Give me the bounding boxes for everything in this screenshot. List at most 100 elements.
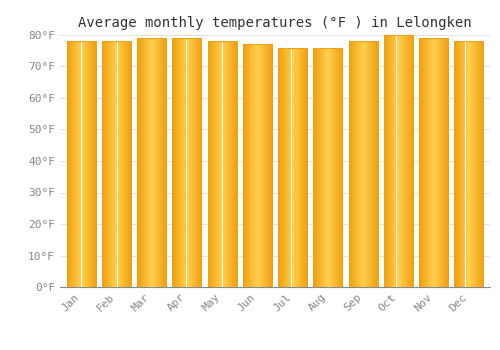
Bar (307, 48, 308, 287)
Bar (448, 38, 449, 287)
Bar (460, 41, 461, 287)
Bar (301, 48, 302, 287)
Bar (348, 41, 350, 287)
Bar (470, 41, 472, 287)
Bar (459, 41, 460, 287)
Bar (248, 44, 249, 287)
Bar (105, 41, 106, 287)
Bar (317, 48, 318, 287)
Bar (329, 48, 330, 287)
Bar (388, 35, 389, 287)
Bar (157, 38, 158, 287)
Bar (281, 48, 282, 287)
Bar (384, 35, 386, 287)
Bar (398, 35, 400, 287)
Bar (437, 38, 438, 287)
Bar (456, 41, 458, 287)
Bar (185, 38, 186, 287)
Bar (402, 35, 403, 287)
Bar (401, 35, 402, 287)
Title: Average monthly temperatures (°F ) in Lelongken: Average monthly temperatures (°F ) in Le… (78, 16, 472, 30)
Bar (128, 41, 130, 287)
Bar (148, 38, 149, 287)
Bar (446, 38, 448, 287)
Bar (113, 41, 114, 287)
Bar (86, 41, 88, 287)
Bar (72, 41, 74, 287)
Bar (265, 44, 266, 287)
Bar (323, 48, 324, 287)
Bar (213, 41, 214, 287)
Bar (396, 35, 397, 287)
Bar (425, 38, 426, 287)
Bar (85, 41, 86, 287)
Bar (137, 38, 166, 287)
Bar (420, 38, 422, 287)
Bar (472, 41, 473, 287)
Bar (298, 48, 299, 287)
Bar (393, 35, 394, 287)
Bar (197, 38, 198, 287)
Bar (299, 48, 300, 287)
Bar (285, 48, 286, 287)
Bar (419, 38, 420, 287)
Bar (180, 38, 182, 287)
Bar (221, 41, 222, 287)
Bar (409, 35, 410, 287)
Bar (389, 35, 390, 287)
Bar (108, 41, 110, 287)
Bar (444, 38, 445, 287)
Bar (426, 38, 428, 287)
Bar (433, 38, 434, 287)
Bar (384, 35, 413, 287)
Bar (432, 38, 433, 287)
Bar (466, 41, 467, 287)
Bar (397, 35, 398, 287)
Bar (118, 41, 119, 287)
Bar (236, 41, 238, 287)
Bar (220, 41, 221, 287)
Bar (481, 41, 482, 287)
Bar (263, 44, 264, 287)
Bar (176, 38, 177, 287)
Bar (198, 38, 199, 287)
Bar (368, 41, 370, 287)
Bar (429, 38, 430, 287)
Bar (122, 41, 124, 287)
Bar (377, 41, 378, 287)
Bar (278, 48, 307, 287)
Bar (422, 38, 423, 287)
Bar (413, 35, 414, 287)
Bar (469, 41, 470, 287)
Bar (163, 38, 164, 287)
Bar (216, 41, 218, 287)
Bar (179, 38, 180, 287)
Bar (76, 41, 77, 287)
Bar (318, 48, 320, 287)
Bar (94, 41, 95, 287)
Bar (114, 41, 116, 287)
Bar (245, 44, 246, 287)
Bar (191, 38, 192, 287)
Bar (138, 38, 140, 287)
Bar (454, 41, 484, 287)
Bar (212, 41, 213, 287)
Bar (356, 41, 357, 287)
Bar (337, 48, 338, 287)
Bar (149, 38, 150, 287)
Bar (442, 38, 443, 287)
Bar (408, 35, 409, 287)
Bar (232, 41, 233, 287)
Bar (342, 48, 343, 287)
Bar (193, 38, 194, 287)
Bar (315, 48, 316, 287)
Bar (268, 44, 269, 287)
Bar (403, 35, 404, 287)
Bar (177, 38, 178, 287)
Bar (89, 41, 90, 287)
Bar (90, 41, 91, 287)
Bar (373, 41, 374, 287)
Bar (156, 38, 157, 287)
Bar (233, 41, 234, 287)
Bar (445, 38, 446, 287)
